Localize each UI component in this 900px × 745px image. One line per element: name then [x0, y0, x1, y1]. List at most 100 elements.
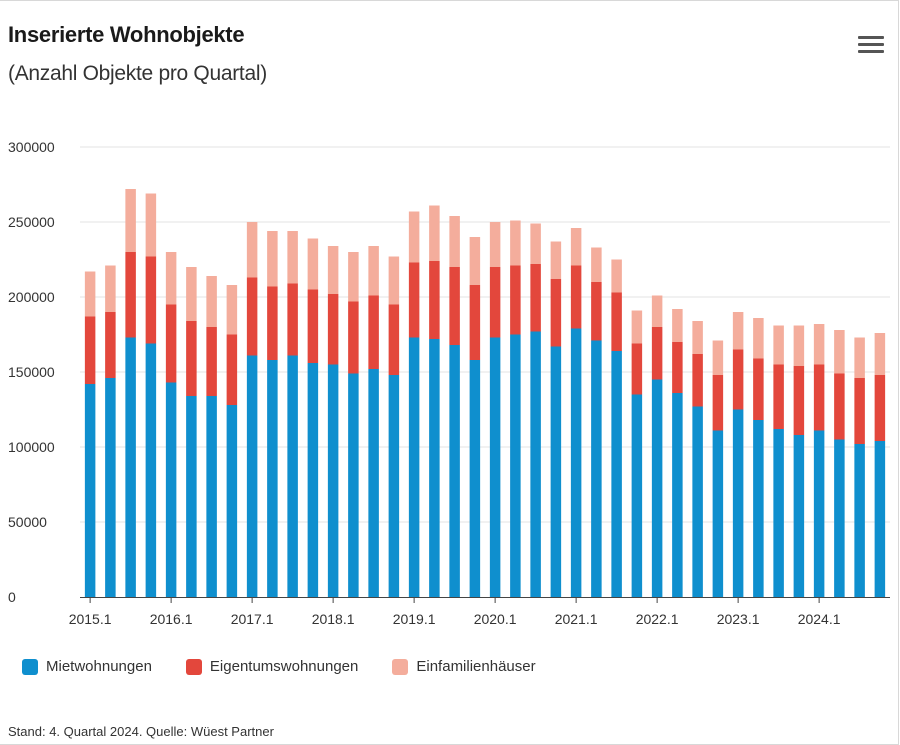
bar-segment-mietwohnungen	[145, 343, 157, 597]
bar-segment-einfamilienhäuser	[611, 259, 622, 293]
bar-segment-mietwohnungen	[206, 396, 217, 597]
bar-segment-mietwohnungen	[611, 351, 622, 597]
bar-segment-einfamilienhäuser	[651, 295, 663, 327]
bar-segment-eigentumswohnungen	[348, 301, 359, 374]
legend-label: Eigentumswohnungen	[209, 658, 359, 675]
bar-segment-eigentumswohnungen	[611, 292, 622, 351]
x-tick-label: 2023.1	[717, 611, 760, 627]
bar-segment-eigentumswohnungen	[206, 327, 217, 396]
legend-item-einfamilienhaeuser[interactable]: Einfamilienhäuser	[392, 658, 536, 675]
bar-segment-mietwohnungen	[692, 406, 703, 597]
menu-line	[858, 43, 884, 46]
bar-segment-eigentumswohnungen	[449, 267, 460, 345]
bar-segment-mietwohnungen	[793, 435, 805, 597]
y-tick-label: 150000	[8, 364, 55, 380]
bar-segment-einfamilienhäuser	[105, 265, 116, 312]
bar-segment-mietwohnungen	[469, 360, 481, 597]
bar-segment-eigentumswohnungen	[793, 366, 805, 435]
bar-segment-einfamilienhäuser	[186, 267, 197, 321]
bar-segment-einfamilienhäuser	[206, 276, 217, 327]
legend-item-eigentumswohnungen[interactable]: Eigentumswohnungen	[185, 658, 359, 675]
bar-segment-eigentumswohnungen	[125, 252, 136, 338]
bar-segment-mietwohnungen	[408, 337, 420, 597]
bar-segment-einfamilienhäuser	[530, 223, 541, 264]
x-tick-label: 2017.1	[231, 611, 274, 627]
bar-segment-mietwohnungen	[327, 364, 339, 597]
bar-segment-mietwohnungen	[813, 430, 825, 597]
bar-segment-einfamilienhäuser	[732, 312, 744, 350]
legend-item-mietwohnungen[interactable]: Mietwohnungen	[22, 658, 152, 675]
chart-title: Inserierte Wohnobjekte	[8, 22, 245, 47]
bar-segment-einfamilienhäuser	[307, 238, 319, 290]
bar-segment-eigentumswohnungen	[165, 304, 177, 383]
legend-swatch	[185, 658, 202, 675]
bar-segment-eigentumswohnungen	[834, 373, 845, 440]
bar-segment-mietwohnungen	[125, 337, 136, 597]
bar-segment-mietwohnungen	[712, 430, 724, 597]
bar-segment-einfamilienhäuser	[469, 237, 481, 285]
bar-segment-einfamilienhäuser	[368, 246, 379, 296]
bar-segment-mietwohnungen	[550, 346, 562, 597]
legend-label: Einfamilienhäuser	[416, 658, 536, 675]
bar-segment-eigentumswohnungen	[469, 285, 481, 360]
bar-segment-mietwohnungen	[429, 339, 440, 597]
bar-segment-mietwohnungen	[753, 420, 764, 597]
bar-segment-eigentumswohnungen	[773, 364, 784, 429]
bar-segment-eigentumswohnungen	[550, 279, 562, 347]
bar-segment-eigentumswohnungen	[672, 342, 683, 393]
bar-segment-eigentumswohnungen	[226, 334, 238, 405]
legend-swatch	[22, 658, 38, 675]
source-note: Stand: 4. Quartal 2024. Quelle: Wüest Pa…	[8, 724, 274, 739]
stacked-bar-chart: 0 50000 100000 150000 200000 250000 300000 2015…	[8, 139, 890, 627]
bar-segment-mietwohnungen	[105, 378, 116, 597]
bar-segment-mietwohnungen	[732, 409, 744, 597]
x-tick-label: 2020.1	[474, 611, 517, 627]
bar-segment-eigentumswohnungen	[145, 256, 157, 344]
bar-segment-einfamilienhäuser	[773, 325, 784, 365]
bar-segment-einfamilienhäuser	[429, 205, 440, 261]
bar-segment-einfamilienhäuser	[267, 231, 278, 287]
bar-segment-einfamilienhäuser	[165, 252, 177, 305]
bar-segment-eigentumswohnungen	[651, 327, 663, 380]
bar-segment-mietwohnungen	[186, 396, 197, 597]
bar-segment-mietwohnungen	[368, 369, 379, 597]
bar-segment-eigentumswohnungen	[267, 286, 278, 360]
bar-segment-einfamilienhäuser	[570, 228, 582, 266]
chart-subtitle: (Anzahl Objekte pro Quartal)	[8, 62, 267, 85]
bar-segment-mietwohnungen	[854, 444, 865, 597]
bar-segment-eigentumswohnungen	[753, 358, 764, 420]
bar-segment-eigentumswohnungen	[246, 277, 258, 356]
bar-segment-eigentumswohnungen	[712, 375, 724, 431]
bar-segment-einfamilienhäuser	[672, 309, 683, 342]
bar-segment-einfamilienhäuser	[753, 318, 764, 359]
menu-line	[858, 36, 884, 39]
bar-segment-mietwohnungen	[246, 355, 258, 597]
bar-segment-einfamilienhäuser	[550, 241, 562, 279]
bar-segment-mietwohnungen	[489, 337, 501, 597]
bar-segment-einfamilienhäuser	[84, 271, 96, 317]
bar-segment-mietwohnungen	[510, 334, 521, 597]
bar-segment-eigentumswohnungen	[510, 265, 521, 335]
bar-segment-mietwohnungen	[591, 340, 602, 597]
bar-segment-mietwohnungen	[631, 394, 643, 597]
hamburger-menu-icon[interactable]	[858, 36, 884, 58]
bar-segment-eigentumswohnungen	[813, 364, 825, 431]
x-tick-label: 2024.1	[798, 611, 841, 627]
bar-segment-mietwohnungen	[651, 379, 663, 597]
bar-segment-eigentumswohnungen	[307, 289, 319, 363]
x-tick-label: 2016.1	[150, 611, 193, 627]
bar-segment-einfamilienhäuser	[226, 285, 238, 335]
bar-segment-eigentumswohnungen	[570, 265, 582, 329]
bar-segment-einfamilienhäuser	[348, 252, 359, 302]
bar-segment-einfamilienhäuser	[408, 211, 420, 263]
bar-segment-mietwohnungen	[672, 393, 683, 597]
bar-segment-eigentumswohnungen	[408, 262, 420, 338]
bar-segment-einfamilienhäuser	[489, 222, 501, 267]
bar-segment-einfamilienhäuser	[510, 220, 521, 266]
bar-segment-eigentumswohnungen	[489, 267, 501, 338]
bar-segment-einfamilienhäuser	[591, 247, 602, 282]
bar-segment-eigentumswohnungen	[186, 321, 197, 396]
bar-segment-einfamilienhäuser	[631, 310, 643, 344]
bar-segment-mietwohnungen	[307, 363, 319, 597]
x-tick-label: 2022.1	[636, 611, 679, 627]
